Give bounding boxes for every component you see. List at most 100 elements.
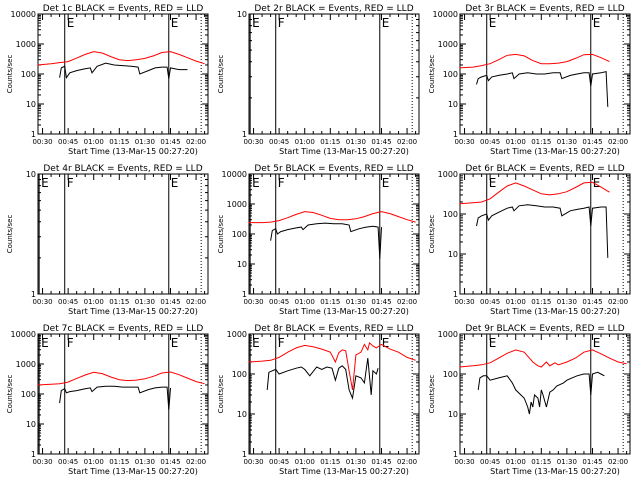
x-tick-label: 01:45 — [371, 458, 391, 466]
y-tick-label: 1000 — [16, 360, 36, 369]
detector-panel: Det 1c BLACK = Events, RED = LLD 1 10 100 10… — [6, 4, 209, 156]
x-tick-label: 01:45 — [582, 458, 602, 466]
lld-series-line — [37, 51, 205, 66]
lld-series-line — [248, 341, 416, 390]
event-marker-label: F — [278, 176, 285, 190]
x-tick-label: 02:00 — [186, 138, 206, 146]
x-tick-label: 02:00 — [608, 458, 628, 466]
x-tick-label: 01:15 — [320, 458, 340, 466]
y-tick-label: 1 — [242, 130, 247, 139]
y-axis-label: Counts/sec — [428, 55, 436, 94]
event-marker-label: F — [278, 16, 285, 30]
x-tick-label: 01:00 — [84, 298, 104, 306]
x-tick-label: 01:30 — [346, 298, 366, 306]
y-tick-label: 100 — [443, 370, 458, 379]
x-tick-label: 02:00 — [397, 458, 417, 466]
y-tick-label: 10 — [237, 260, 247, 269]
y-tick-label: 1 — [453, 290, 458, 299]
y-tick-label: 1 — [31, 130, 36, 139]
x-tick-label: 00:30 — [243, 298, 263, 306]
event-marker-label: F — [67, 176, 74, 190]
x-tick-label: 01:30 — [557, 298, 577, 306]
x-tick-label: 01:15 — [531, 458, 551, 466]
detector-panel: Det 7c BLACK = Events, RED = LLD 1 10 100 10… — [6, 324, 209, 476]
x-tick-label: 01:45 — [371, 298, 391, 306]
y-tick-label: 1 — [242, 450, 247, 459]
x-tick-label: 01:30 — [135, 138, 155, 146]
x-tick-label: 01:15 — [109, 138, 129, 146]
x-tick-label: 01:15 — [109, 298, 129, 306]
plot-frame — [459, 173, 631, 295]
plot-frame — [37, 333, 209, 455]
x-tick-label: 01:15 — [531, 298, 551, 306]
events-series-line — [59, 385, 171, 410]
x-tick-label: 01:45 — [582, 138, 602, 146]
x-tick-label: 02:00 — [186, 458, 206, 466]
detector-panel: Det 6r BLACK = Events, RED = LLD 1 10 100 10… — [428, 164, 631, 316]
x-tick-label: 02:00 — [397, 298, 417, 306]
x-tick-label: 01:45 — [160, 138, 180, 146]
event-marker-label: E — [67, 16, 75, 30]
x-tick-label: 01:30 — [557, 458, 577, 466]
panel-title: Det 8r BLACK = Events, RED = LLD — [254, 324, 413, 334]
event-marker-label: E — [382, 16, 390, 30]
plot-frame — [37, 173, 209, 295]
panel-title: Det 5r BLACK = Events, RED = LLD — [254, 164, 413, 174]
lld-series-line — [248, 211, 416, 224]
event-marker-label: E — [489, 16, 497, 30]
y-tick-label: 10000 — [11, 10, 36, 19]
event-marker-label: E — [593, 176, 601, 190]
events-series-line — [476, 70, 609, 107]
y-axis-label: Counts/sec — [6, 55, 14, 94]
event-marker-label: F — [278, 336, 285, 350]
x-tick-label: 01:30 — [135, 298, 155, 306]
plot-frame — [459, 333, 631, 455]
y-axis-label: Counts/sec — [428, 375, 436, 414]
x-tick-label: 01:00 — [506, 458, 526, 466]
events-series-line — [270, 222, 382, 259]
y-tick-label: 1000 — [438, 330, 458, 339]
event-marker-label: E — [489, 336, 497, 350]
y-tick-label: 10000 — [433, 10, 458, 19]
lld-series-line — [37, 371, 205, 386]
x-tick-label: 01:00 — [84, 138, 104, 146]
y-tick-label: 10 — [448, 250, 458, 259]
x-tick-label: 01:45 — [160, 298, 180, 306]
lld-series-line — [459, 349, 627, 368]
event-marker-label: E — [593, 336, 601, 350]
y-tick-label: 100 — [232, 230, 247, 239]
x-tick-label: 01:45 — [160, 458, 180, 466]
y-axis-label: Counts/sec — [217, 215, 225, 254]
y-tick-label: 1 — [242, 290, 247, 299]
y-tick-label: 1 — [453, 450, 458, 459]
panel-title: Det 7c BLACK = Events, RED = LLD — [43, 324, 204, 334]
y-tick-label: 10 — [26, 170, 36, 179]
y-tick-label: 100 — [21, 390, 36, 399]
event-marker-label: E — [252, 336, 260, 350]
x-axis-label: Start Time (13-Mar-15 00:27:20) — [68, 467, 198, 476]
x-tick-label: 02:00 — [608, 298, 628, 306]
y-tick-label: 100 — [443, 70, 458, 79]
x-tick-label: 01:00 — [84, 458, 104, 466]
y-tick-label: 10000 — [222, 170, 247, 179]
x-tick-label: 00:45 — [269, 138, 289, 146]
event-marker-label: E — [41, 336, 49, 350]
events-series-line — [476, 204, 609, 258]
x-tick-label: 01:15 — [320, 138, 340, 146]
x-tick-label: 00:45 — [480, 458, 500, 466]
y-tick-label: 1000 — [227, 330, 247, 339]
event-marker-label: E — [489, 176, 497, 190]
event-marker-label: E — [252, 176, 260, 190]
panel-title: Det 6r BLACK = Events, RED = LLD — [465, 164, 624, 174]
detector-panel: Det 8r BLACK = Events, RED = LLD 1 10 100 10… — [217, 324, 420, 476]
x-tick-label: 01:30 — [557, 138, 577, 146]
x-tick-label: 02:00 — [608, 138, 628, 146]
x-tick-label: 01:15 — [531, 138, 551, 146]
x-axis-label: Start Time (13-Mar-15 00:27:20) — [68, 307, 198, 316]
events-series-line — [477, 371, 605, 415]
x-tick-label: 01:45 — [371, 138, 391, 146]
event-marker-label: E — [171, 16, 179, 30]
x-tick-label: 00:30 — [32, 138, 52, 146]
plot-frame — [248, 173, 420, 295]
